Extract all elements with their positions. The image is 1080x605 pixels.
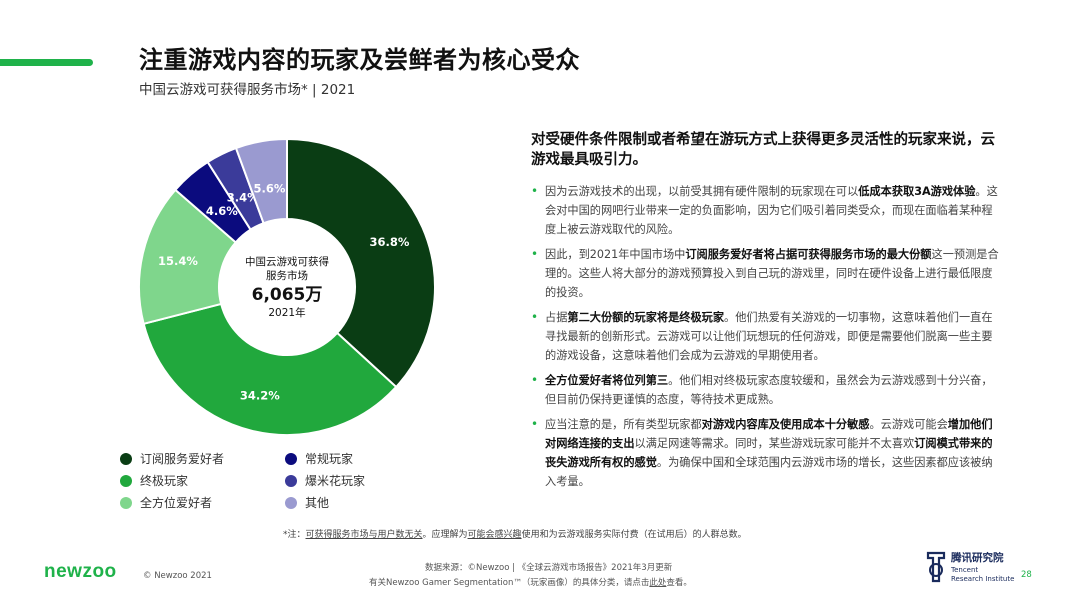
slice-label: 36.8% [370, 235, 410, 249]
bullet-text: 。这会对中国的网吧行业带来一定的负面影响，因为它们吸引着同类受众，而现在面临着某… [545, 185, 998, 236]
legend-item-all-round: 全方位爱好者 [120, 494, 212, 511]
bullet-item: • 占据第二大份额的玩家将是终极玩家。他们热爱有关游戏的一切事物，这意味着他们一直… [531, 308, 1001, 365]
footnote-text: 。应理解为 [422, 530, 468, 540]
bullet-text: 这一预测是合理的。这些人将大部分的游戏预算投入到自己玩的游戏里，同时在硬件设备上… [545, 248, 999, 299]
bullet-text: 。他们热爱有关游戏的一切事物，这意味着他们一直在寻找最新的创新形式。云游戏可以让… [545, 311, 993, 362]
slice-label: 34.2% [240, 389, 280, 403]
legend-swatch [285, 474, 297, 487]
footnote-prefix: *注： [283, 530, 306, 540]
slice-label: 15.4% [158, 254, 198, 268]
legend-item-casual: 常规玩家 [285, 450, 353, 467]
bullet-icon: • [531, 310, 539, 324]
legend-label: 其他 [305, 496, 330, 510]
bullet-icon: • [531, 247, 539, 261]
donut-slice [234, 137, 288, 225]
bullet-emphasis: 对游戏内容库及使用成本十分敏感 [701, 418, 870, 431]
insight-headline: 对受硬件条件限制或者希望在游玩方式上获得更多灵活性的玩家来说，云游戏最具吸引力。 [531, 132, 995, 168]
legend-label: 终极玩家 [140, 474, 189, 488]
segmentation-note: 有关Newzoo Gamer Segmentation™（玩家画像）的具体分类，… [369, 576, 692, 588]
page-title: 注重游戏内容的玩家及尝鲜者为核心受众 [139, 46, 580, 74]
donut-slice [142, 302, 398, 436]
bullet-emphasis: 第二大份额的玩家将是终极玩家 [567, 311, 725, 324]
chart-legend: 订阅服务爱好者 常规玩家 终极玩家 爆米花玩家 全方位爱好者 其他 [120, 450, 450, 512]
center-value: 6,065万 [252, 285, 323, 305]
slice-label: 5.6% [254, 182, 286, 196]
bullet-item: • 因此，到2021年中国市场中订阅服务爱好者将占据可获得服务市场的最大份额这一预… [531, 245, 1001, 302]
bullet-item: • 全方位爱好者将位列第三。他们相对终极玩家态度较缓和，虽然会为云游戏感到十分兴奋… [531, 371, 1001, 409]
tencent-en-name: Research Institute [951, 575, 1015, 583]
bullet-emphasis: 低成本获取3A游戏体验 [858, 185, 976, 198]
bullet-icon: • [531, 184, 539, 198]
page-subtitle: 中国云游戏可获得服务市场* | 2021 [139, 82, 356, 98]
slice-label: 3.4% [227, 190, 259, 204]
donut-chart: 36.8% 34.2% 15.4% 4.6%3.4%5.6% 中国云游戏可获得服务市场 6… [138, 137, 436, 436]
insight-bullets: • 因为云游戏技术的出现，以前受其拥有硬件限制的玩家现在可以低成本获取3A游戏体验… [531, 182, 1001, 491]
newzoo-logo: newzoo [44, 561, 117, 582]
bullet-text: 。他们相对终极玩家态度较缓和，虽然会为云游戏感到十分兴奋，但目前仍保持更谨慎的态… [545, 374, 993, 406]
tencent-en-name: Tencent [951, 566, 979, 574]
bullet-emphasis: 全方位爱好者将位列第三 [545, 374, 669, 387]
bullet-emphasis: 订阅模式带来的丧失游戏所有权的感觉 [545, 437, 993, 469]
legend-label: 订阅服务爱好者 [140, 452, 225, 466]
segmentation-text: 有关Newzoo Gamer Segmentation™（玩家画像）的具体分类，… [369, 578, 650, 588]
tencent-cn-name: 腾讯研究院 [951, 552, 1004, 564]
legend-item-ultimate: 终极玩家 [120, 472, 188, 489]
bullet-text: 应当注意的是，所有类型玩家都 [545, 418, 702, 431]
bullet-text: 因此，到2021年中国市场中 [545, 248, 686, 261]
bullet-emphasis: 订阅服务爱好者将占据可获得服务市场的最大份额 [685, 248, 932, 261]
bullet-text: 。云游戏可能会 [869, 418, 948, 431]
bullet-text: 因为云游戏技术的出现，以前受其拥有硬件限制的玩家现在可以 [545, 185, 859, 198]
center-label: 中国云游戏可获得 [245, 255, 329, 268]
legend-label: 爆米花玩家 [305, 474, 366, 488]
bullet-emphasis: 增加他们对网络连接的支出 [545, 418, 993, 450]
segmentation-link[interactable]: 此处 [649, 578, 667, 588]
accent-bar [0, 59, 93, 66]
slice-label: 4.6% [206, 204, 238, 218]
legend-swatch [120, 474, 132, 487]
legend-swatch [120, 496, 132, 509]
bullet-icon: • [531, 417, 539, 431]
tencent-research-icon [926, 551, 946, 583]
legend-swatch [120, 452, 132, 465]
legend-swatch [285, 452, 297, 465]
center-label: 服务市场 [266, 269, 308, 282]
copyright: © Newzoo 2021 [143, 571, 212, 581]
donut-slice [138, 188, 238, 326]
donut-slice [286, 137, 436, 389]
legend-item-subscription: 订阅服务爱好者 [120, 450, 224, 467]
footnote-text: 使用和为云游戏服务实际付费（在试用后）的人群总数。 [521, 530, 747, 540]
segmentation-text: 查看。 [666, 578, 692, 588]
bullet-text: 。为确保中国和全球范围内云游戏市场的增长，这些因素都应该被纳入考量。 [545, 456, 993, 488]
bullet-item: • 应当注意的是，所有类型玩家都对游戏内容库及使用成本十分敏感。云游戏可能会增加他… [531, 415, 1001, 491]
legend-label: 常规玩家 [305, 452, 354, 466]
source-line: 数据来源：©Newzoo | 《全球云游戏市场报告》2021年3月更新 [425, 563, 673, 573]
page-number: 28 [1021, 570, 1032, 580]
bullet-item: • 因为云游戏技术的出现，以前受其拥有硬件限制的玩家现在可以低成本获取3A游戏体验… [531, 182, 1001, 239]
footnote: *注：可获得服务市场与用户数无关。应理解为可能会感兴趣使用和为云游戏服务实际付费… [283, 527, 747, 540]
legend-item-popcorn: 爆米花玩家 [285, 472, 365, 489]
tencent-logo: 腾讯研究院 Tencent Research Institute [925, 550, 1025, 590]
legend-label: 全方位爱好者 [140, 496, 213, 510]
bullet-text: 以满足网速等需求。同时，某些游戏玩家可能并不太喜欢 [634, 437, 915, 450]
bullet-icon: • [531, 373, 539, 387]
footnote-underline: 可能会感兴趣 [467, 530, 522, 540]
center-year: 2021年 [268, 306, 305, 319]
bullet-text: 占据 [545, 311, 568, 324]
insight-panel: 对受硬件条件限制或者希望在游玩方式上获得更多灵活性的玩家来说，云游戏最具吸引力。… [531, 130, 1001, 497]
footnote-underline: 可获得服务市场与用户数无关 [305, 530, 423, 540]
legend-swatch [285, 496, 297, 509]
legend-item-other: 其他 [285, 494, 329, 511]
